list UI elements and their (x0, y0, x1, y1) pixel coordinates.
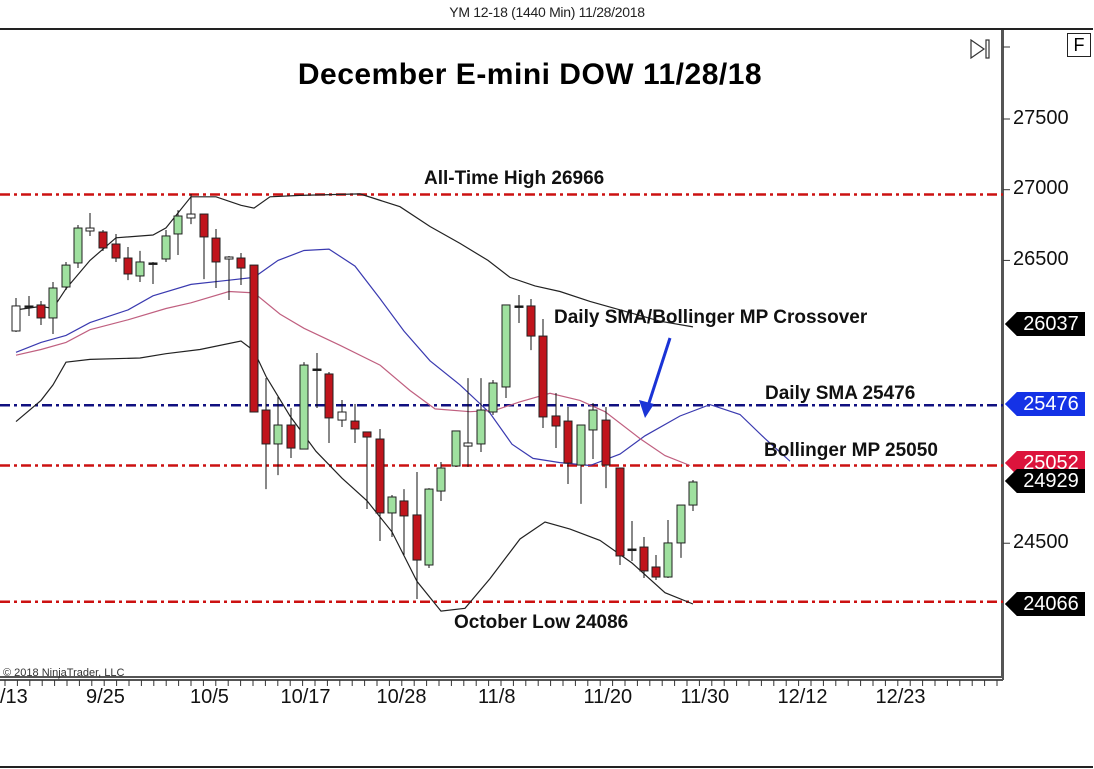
price-tag-26037: 26037 (1005, 312, 1085, 336)
candle (337, 399, 347, 427)
candle (249, 264, 259, 413)
series-bollinger-lower (15, 340, 694, 612)
arrow-head-icon (639, 400, 654, 418)
tag-pointer (1005, 592, 1017, 616)
crossover-label: Daily SMA/Bollinger MP Crossover (554, 307, 868, 328)
skip-to-end-icon[interactable] (970, 39, 992, 59)
sma-label: Daily SMA 25476 (765, 383, 916, 404)
candle (236, 253, 246, 286)
y-tick-27000: 27000 (1013, 177, 1069, 199)
candle (399, 489, 409, 555)
candle (199, 213, 209, 280)
chart-title: December E-mini DOW 11/28/18 (297, 58, 763, 91)
candle (436, 462, 446, 501)
price-tag-24066: 24066 (1005, 592, 1085, 616)
x-tick-label: 10/17 (280, 686, 331, 708)
candle (375, 428, 385, 541)
tag-pointer (1005, 469, 1017, 493)
candle (651, 554, 661, 580)
candle (463, 378, 473, 468)
candle (186, 193, 196, 225)
candle (501, 304, 511, 399)
candle (211, 229, 221, 288)
candle (563, 407, 573, 484)
candle (135, 250, 145, 283)
price-tag-25476: 25476 (1005, 392, 1085, 416)
candle (514, 295, 524, 324)
x-tick-label: 11/30 (680, 686, 730, 708)
candle (526, 299, 536, 351)
candle (261, 378, 271, 490)
candle (299, 362, 309, 450)
candle (123, 246, 133, 281)
x-tick-label: 12/12 (777, 686, 828, 708)
october-low-label: October Low 24086 (454, 612, 629, 633)
candle (488, 380, 498, 415)
candle (286, 408, 296, 458)
x-tick-label: /13 (0, 686, 28, 708)
tag-pointer (1005, 392, 1017, 416)
candle (98, 230, 108, 251)
series-daily-sma (15, 248, 791, 467)
y-tick-26500: 26500 (1013, 248, 1069, 270)
x-tick-label: 11/8 (478, 686, 516, 708)
x-tick-label: 12/23 (875, 686, 926, 708)
candle (161, 230, 171, 262)
x-tick-label: 10/5 (190, 686, 229, 708)
candle (387, 495, 397, 538)
y-tick-24500: 24500 (1013, 531, 1069, 553)
crossover-arrow (646, 337, 672, 407)
tag-pointer (1005, 312, 1017, 336)
chart-frame (0, 28, 1093, 768)
candle (224, 256, 234, 301)
series-bollinger-mp (15, 290, 691, 467)
candle (576, 424, 586, 504)
candle (11, 298, 21, 332)
copyright: © 2018 NinjaTrader, LLC (3, 667, 125, 679)
candle (48, 282, 58, 334)
candle (24, 296, 34, 316)
window-title: YM 12-18 (1440 Min) 11/28/2018 (449, 4, 645, 20)
candle (588, 402, 598, 459)
candle (36, 300, 46, 326)
f-button[interactable]: F (1067, 33, 1091, 57)
ath-label: All-Time High 26966 (424, 168, 605, 189)
candle (639, 537, 649, 579)
candle (85, 213, 95, 236)
x-tick-label: 9/25 (86, 686, 125, 708)
candle (73, 225, 83, 269)
candle (412, 471, 422, 599)
candle (362, 431, 372, 510)
price-tag-24929: 24929 (1005, 469, 1085, 493)
candle (350, 403, 360, 443)
candle (688, 480, 698, 511)
candle (476, 378, 486, 453)
candle (601, 407, 611, 489)
candle (424, 488, 434, 568)
candle (627, 521, 637, 562)
candle (173, 210, 183, 256)
candle (273, 397, 283, 476)
candle (663, 520, 673, 579)
candle (111, 233, 121, 262)
candle (61, 261, 71, 290)
bollinger-mp-label: Bollinger MP 25050 (764, 440, 938, 461)
candle (676, 504, 686, 558)
candle (324, 371, 334, 443)
series-bollinger-upper (15, 193, 694, 328)
y-tick-27500: 27500 (1013, 107, 1069, 129)
x-tick-label: 10/28 (376, 686, 427, 708)
candle (551, 393, 561, 449)
candle (451, 430, 461, 468)
candle (538, 318, 548, 428)
x-tick-label: 11/20 (583, 686, 633, 708)
candle (312, 353, 322, 409)
candle (148, 261, 158, 285)
candle (615, 467, 625, 566)
